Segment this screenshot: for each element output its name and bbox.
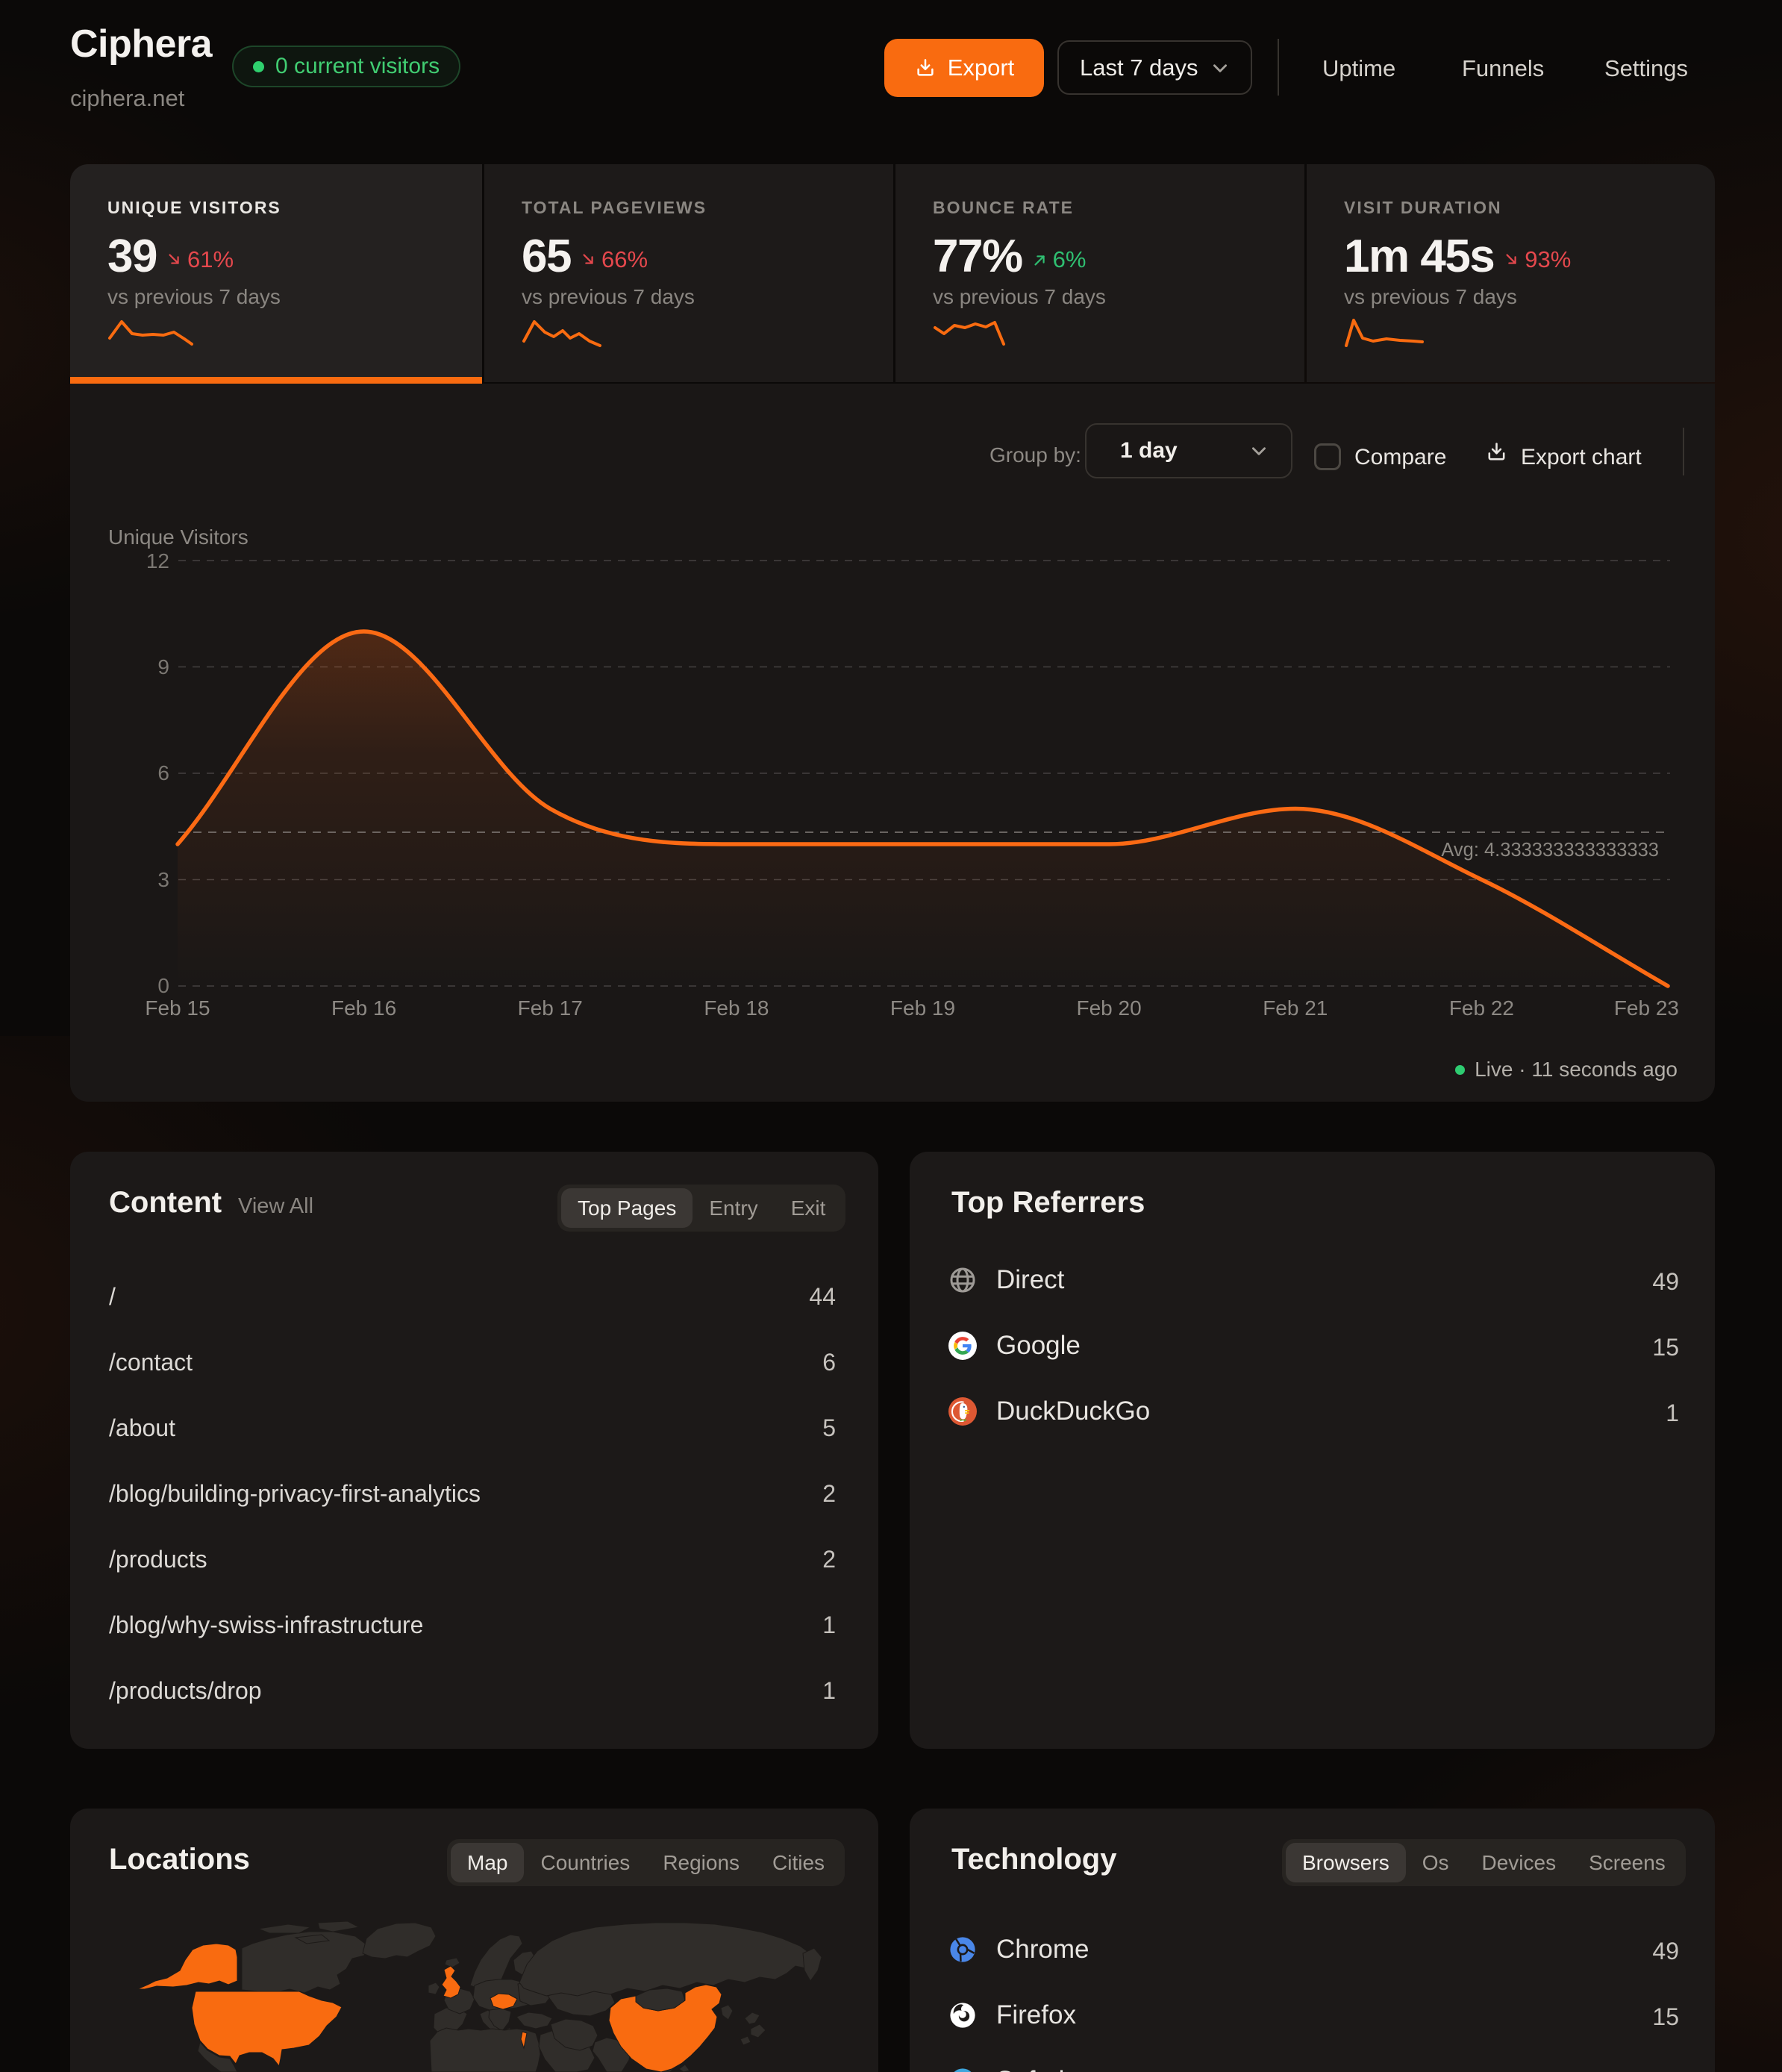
svg-text:Avg: 4.333333333333333: Avg: 4.333333333333333 — [1441, 840, 1659, 861]
svg-text:Feb 15: Feb 15 — [145, 996, 210, 1020]
svg-text:Feb 20: Feb 20 — [1077, 996, 1142, 1020]
svg-text:Feb 19: Feb 19 — [890, 996, 955, 1020]
svg-text:0: 0 — [157, 974, 169, 997]
svg-text:6: 6 — [157, 761, 169, 784]
svg-text:12: 12 — [146, 549, 169, 572]
svg-text:3: 3 — [157, 868, 169, 891]
svg-text:Feb 22: Feb 22 — [1449, 996, 1514, 1020]
svg-text:Feb 21: Feb 21 — [1263, 996, 1328, 1020]
svg-text:Feb 17: Feb 17 — [518, 996, 583, 1020]
svg-text:Feb 23: Feb 23 — [1614, 996, 1679, 1020]
svg-text:Feb 18: Feb 18 — [704, 996, 769, 1020]
svg-text:Feb 16: Feb 16 — [331, 996, 396, 1020]
svg-text:9: 9 — [157, 655, 169, 678]
